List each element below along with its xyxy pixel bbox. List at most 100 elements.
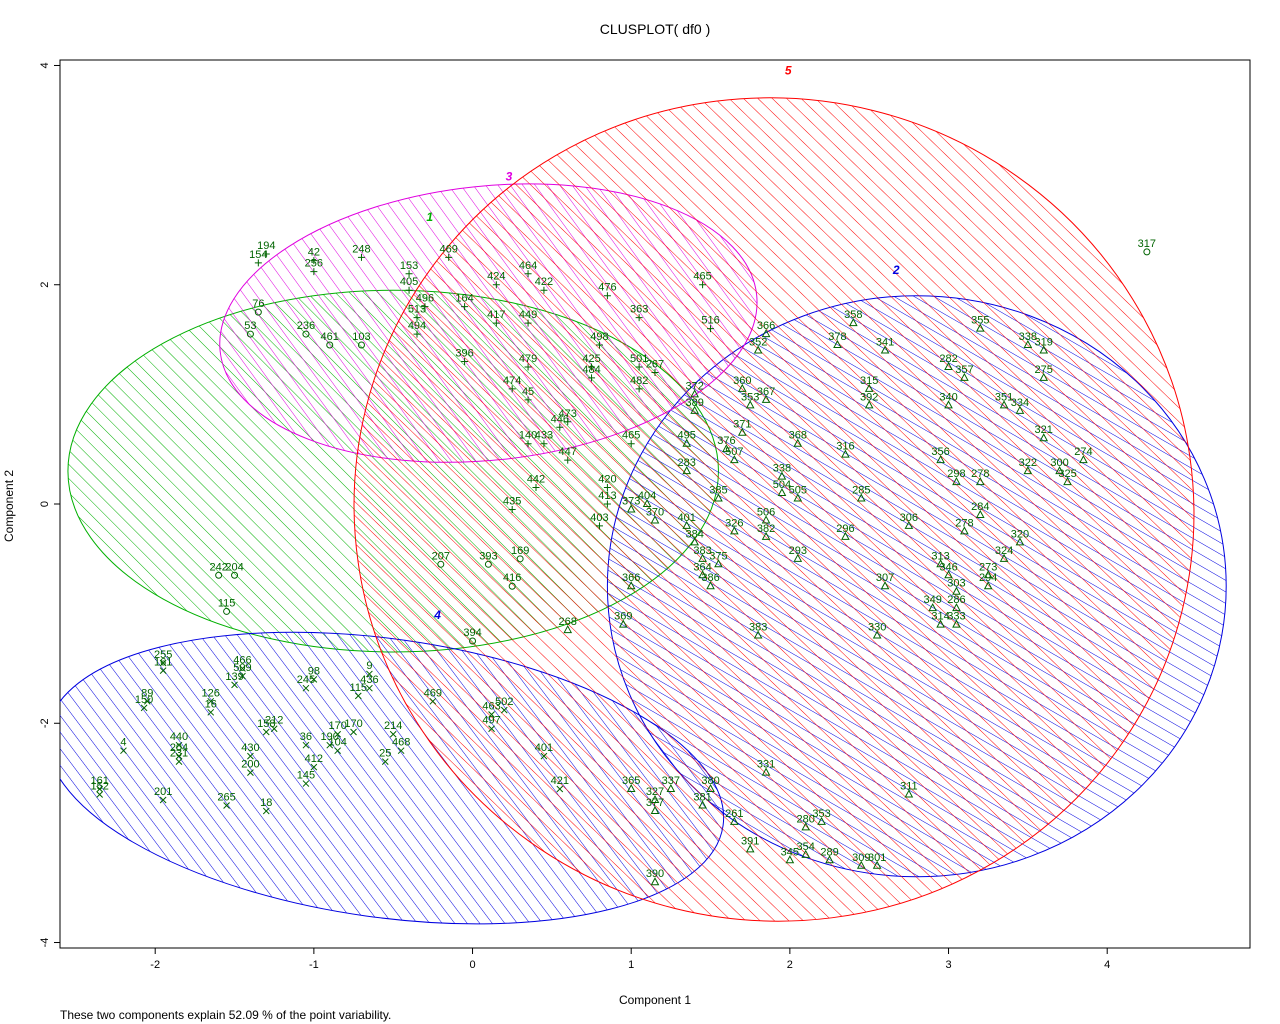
point-label: 504 [773, 479, 791, 491]
point-marker [516, 555, 524, 563]
point-marker [231, 681, 238, 689]
point-label: 420 [598, 474, 616, 486]
point-marker [960, 526, 969, 535]
data-point: 365 [622, 775, 640, 793]
data-point: 126 [202, 687, 220, 705]
data-point: 201 [154, 786, 172, 804]
point-marker [944, 400, 953, 409]
point-marker [1039, 345, 1049, 354]
point-marker [588, 374, 596, 382]
point-marker [936, 619, 945, 628]
point-label: 433 [535, 430, 553, 442]
point-label: 449 [519, 309, 537, 321]
point-marker [793, 438, 803, 447]
data-point: 401 [678, 512, 696, 529]
x-axis-label: Component 1 [619, 993, 691, 1007]
y-tick-label: -4 [39, 938, 51, 948]
point-label: 386 [701, 572, 719, 584]
point-label: 303 [947, 578, 965, 590]
point-label: 283 [678, 457, 696, 469]
cluster-label-3: 3 [506, 170, 513, 184]
data-point: 447 [559, 446, 577, 464]
point-label: 416 [503, 572, 521, 584]
point-marker [785, 855, 795, 864]
cluster-label-4: 4 [433, 608, 441, 622]
data-point: 364 [693, 561, 712, 579]
point-label: 16 [205, 698, 217, 710]
point-label: 161 [90, 775, 108, 787]
point-marker [952, 603, 961, 612]
data-point: 373 [622, 495, 640, 513]
point-label: 375 [709, 550, 727, 562]
point-marker [936, 559, 945, 568]
point-marker [326, 741, 334, 749]
point-label: 372 [685, 380, 703, 392]
data-point: 158 [257, 718, 275, 736]
point-marker [413, 330, 421, 338]
point-label: 501 [630, 353, 648, 365]
point-label: 479 [519, 353, 537, 365]
point-marker [841, 531, 850, 540]
y-tick-label: 2 [39, 282, 51, 288]
point-label: 436 [360, 674, 378, 686]
point-marker [864, 383, 874, 392]
y-tick-label: 0 [39, 501, 51, 507]
point-label: 417 [487, 309, 505, 321]
point-label: 498 [590, 331, 608, 343]
point-marker [753, 345, 763, 354]
point-marker [729, 526, 739, 535]
data-point: 338 [1019, 331, 1037, 349]
point-marker [690, 405, 700, 414]
point-marker [540, 286, 548, 294]
point-marker [405, 270, 413, 278]
point-label: 194 [257, 240, 275, 252]
point-label: 316 [836, 441, 854, 453]
point-label: 200 [241, 759, 259, 771]
data-point: 497 [482, 715, 501, 733]
data-point: 469 [424, 687, 442, 705]
point-label: 76 [252, 298, 264, 310]
data-point: 331 [757, 759, 775, 776]
data-point: 393 [479, 550, 498, 568]
point-label: 376 [717, 435, 735, 447]
point-marker [350, 728, 357, 736]
point-label: 367 [757, 386, 775, 398]
data-point: 325 [1058, 468, 1077, 486]
data-point: 476 [598, 282, 617, 300]
point-label: 497 [482, 715, 500, 727]
point-marker [635, 363, 643, 371]
point-marker [120, 747, 127, 755]
data-point: 284 [971, 501, 989, 518]
point-label: 275 [1035, 364, 1053, 376]
data-point: 194 [257, 240, 275, 258]
point-marker [729, 455, 739, 464]
data-point: 212 [265, 715, 283, 733]
point-marker [437, 560, 445, 568]
point-label: 153 [400, 260, 418, 272]
point-label: 383 [749, 622, 767, 634]
data-point: 346 [939, 561, 958, 579]
data-point: 469 [440, 243, 458, 261]
point-label: 152 [90, 781, 108, 793]
data-point: 317 [1138, 238, 1156, 256]
point-label: 204 [170, 742, 188, 754]
point-marker [793, 553, 803, 562]
data-point: 382 [757, 523, 775, 540]
point-marker [864, 400, 874, 409]
chart-title: CLUSPLOT( df0 ) [600, 21, 710, 37]
point-label: 469 [424, 687, 442, 699]
data-point: 321 [1035, 424, 1053, 442]
point-marker [714, 493, 723, 502]
point-marker [175, 752, 183, 760]
point-marker [801, 849, 811, 858]
point-marker [239, 665, 246, 672]
data-point: 261 [725, 808, 744, 825]
point-marker [564, 456, 572, 464]
data-point: 366 [622, 572, 640, 590]
point-label: 509 [233, 662, 251, 674]
point-marker [627, 440, 635, 448]
data-point: 242 [209, 561, 228, 579]
point-marker [626, 504, 636, 513]
point-marker [488, 711, 495, 718]
